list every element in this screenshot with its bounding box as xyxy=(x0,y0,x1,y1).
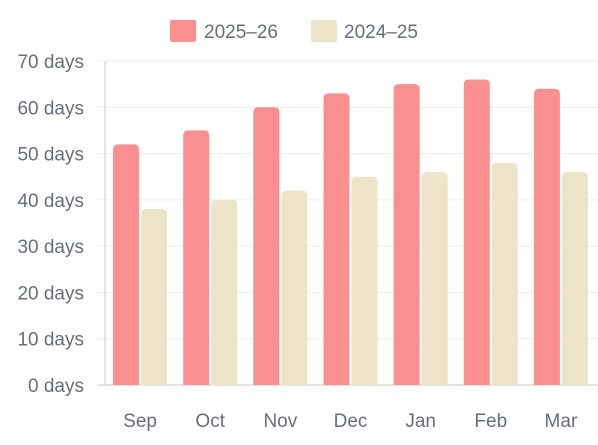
bar-series-2-oct[interactable] xyxy=(211,199,238,385)
bar-series-2-dec[interactable] xyxy=(351,176,378,385)
bar-series-1-feb[interactable] xyxy=(463,79,490,385)
x-tick-label-oct: Oct xyxy=(195,411,225,432)
legend-label-series-1[interactable]: 2025–26 xyxy=(204,22,278,43)
x-tick-label-jan: Jan xyxy=(405,411,436,432)
bars xyxy=(113,79,588,386)
bar-series-1-oct[interactable] xyxy=(183,130,210,385)
legend: 2025–26 2024–25 xyxy=(170,20,418,43)
bar-series-1-nov[interactable] xyxy=(253,107,280,386)
bar-series-1-dec[interactable] xyxy=(323,93,350,386)
y-tick-label: 0 days xyxy=(28,376,84,397)
bar-series-2-nov[interactable] xyxy=(281,190,308,385)
x-tick-label-feb: Feb xyxy=(474,411,507,432)
y-tick-label: 50 days xyxy=(17,145,84,166)
y-tick-label: 70 days xyxy=(17,52,84,73)
y-tick-label: 30 days xyxy=(17,237,84,258)
legend-swatch-series-2[interactable] xyxy=(311,20,337,42)
y-tick-label: 10 days xyxy=(17,330,84,351)
y-tick-label: 20 days xyxy=(17,283,84,304)
y-tick-label: 40 days xyxy=(17,191,84,212)
x-tick-label-dec: Dec xyxy=(334,411,368,432)
bar-series-1-mar[interactable] xyxy=(533,88,560,386)
bar-series-1-sep[interactable] xyxy=(113,144,140,385)
bar-series-2-feb[interactable] xyxy=(491,162,518,385)
x-tick-label-mar: Mar xyxy=(545,411,578,432)
y-tick-label: 60 days xyxy=(17,98,84,119)
bar-series-2-jan[interactable] xyxy=(421,172,448,385)
bar-series-1-jan[interactable] xyxy=(393,84,420,386)
x-tick-label-sep: Sep xyxy=(123,411,157,432)
bar-series-2-sep[interactable] xyxy=(141,209,168,385)
x-tick-label-nov: Nov xyxy=(263,411,297,432)
legend-label-series-2[interactable]: 2024–25 xyxy=(344,22,418,43)
bar-series-2-mar[interactable] xyxy=(561,172,588,385)
x-axis: Sep Oct Nov Dec Jan Feb Mar xyxy=(123,411,578,432)
legend-swatch-series-1[interactable] xyxy=(170,20,196,42)
